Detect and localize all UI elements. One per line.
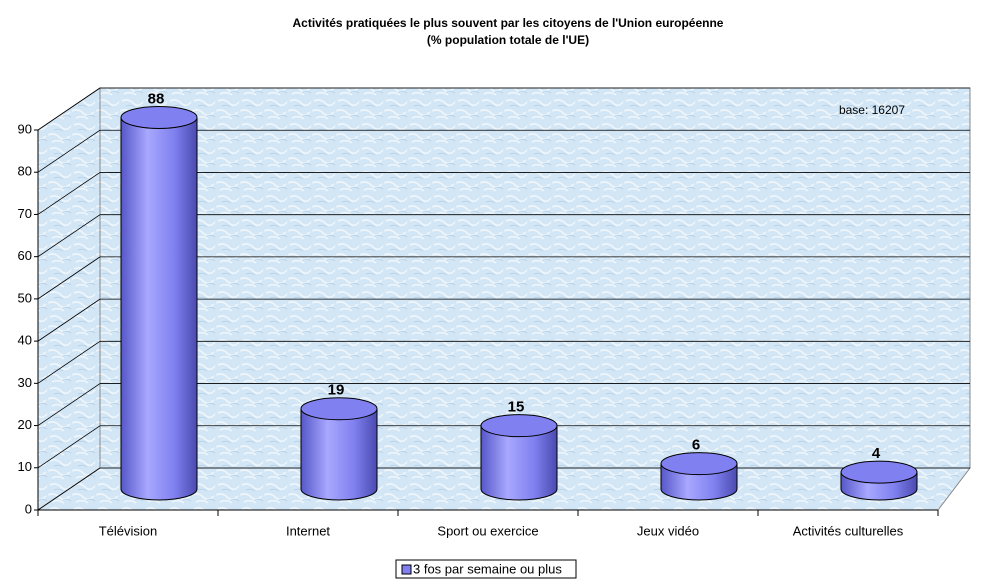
back-wall [99,87,971,469]
legend-swatch [401,564,412,575]
y-tick-label: 0 [25,501,32,516]
y-tick-label: 60 [18,248,32,263]
bar-top [480,414,558,438]
y-tick-label: 70 [18,206,32,221]
data-label: 19 [328,382,345,399]
annotation: base: 16207 [839,103,905,117]
x-tick-label: Activités culturelles [793,523,904,538]
grid-line [37,425,101,469]
bar-top [660,452,738,476]
bar-top [300,397,378,421]
data-label: 88 [148,90,165,107]
chart-subtitle: (% population totale de l'UE) [427,33,589,47]
grid-line [37,383,101,426]
chart-title: Activités pratiquées le plus souvent par… [293,16,724,30]
y-tick-label: 40 [18,333,32,348]
y-tick-label: 50 [18,290,32,305]
grid-line [37,172,101,215]
y-tick-label: 20 [18,417,32,432]
grid-line [37,129,101,173]
data-label: 15 [508,399,525,416]
bar [301,408,377,489]
data-label: 6 [692,437,700,454]
x-tick-label: Sport ou exercice [437,523,538,538]
bar-top [120,105,198,129]
bar-top [840,460,918,484]
grid-line [37,256,101,300]
x-tick-label: Télévision [99,523,158,538]
data-label: 4 [872,445,881,462]
grid-line [37,298,101,342]
grid-line [37,214,101,257]
x-tick-label: Internet [286,523,330,538]
legend-box [395,559,577,579]
y-tick-label: 30 [18,375,32,390]
grid-line [37,341,101,384]
bar [121,117,197,489]
y-tick-label: 90 [18,121,32,136]
y-tick-label: 10 [18,459,32,474]
grid-line [37,467,101,511]
x-tick-label: Jeux vidéo [637,523,699,538]
legend-label: 3 fos par semaine ou plus [413,561,562,576]
grid-line [37,87,101,131]
y-tick-label: 80 [18,164,32,179]
